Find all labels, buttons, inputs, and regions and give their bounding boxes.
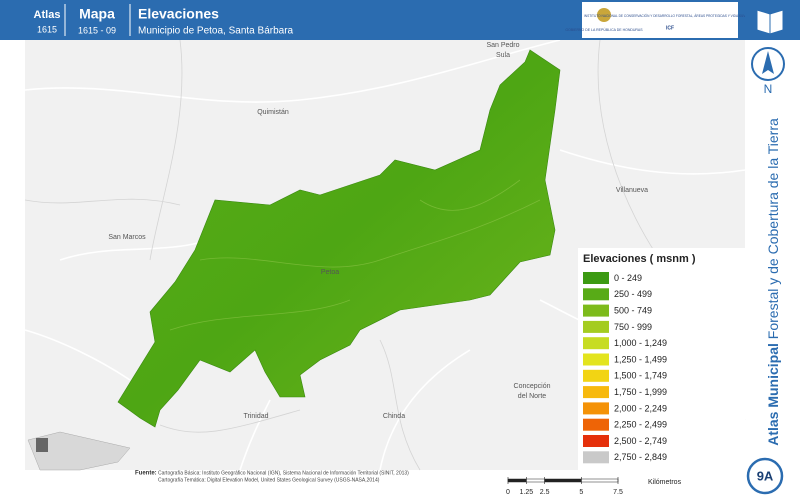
inset-highlight bbox=[36, 438, 48, 452]
place-labels: San Pedro Sula Quimistán Villanueva San Marc… bbox=[108, 42, 648, 420]
place-label: Petoa bbox=[321, 269, 339, 276]
atlas-label: Atlas bbox=[34, 9, 61, 21]
source-label: Fuente: bbox=[135, 471, 157, 477]
icf-acronym: ICF bbox=[666, 25, 674, 31]
legend-swatch bbox=[583, 402, 609, 415]
north-arrow bbox=[762, 51, 774, 74]
legend-label: 2,500 - 2,749 bbox=[614, 436, 667, 446]
sheet-circle bbox=[746, 457, 784, 495]
place-label: San Marcos bbox=[108, 234, 146, 241]
legend-label: 1,500 - 1,749 bbox=[614, 371, 667, 381]
legend-swatch bbox=[583, 288, 609, 301]
atlas-number: 1615 bbox=[37, 24, 57, 34]
scale-tick-label: 5 bbox=[579, 489, 583, 496]
scale-unit: Kilómetros bbox=[648, 479, 682, 486]
legend-label: 250 - 499 bbox=[614, 289, 652, 299]
atlas-title-rest: Forestal y de Cobertura de la Tierra bbox=[765, 118, 781, 343]
inset-map bbox=[27, 431, 131, 471]
legend-label: 2,000 - 2,249 bbox=[614, 403, 667, 413]
municipality bbox=[117, 49, 561, 428]
map-number: 1615 - 09 bbox=[78, 25, 116, 35]
legend-label: 500 - 749 bbox=[614, 305, 652, 315]
north-circle bbox=[751, 47, 785, 81]
scale-segment bbox=[544, 478, 582, 483]
legend-label: 750 - 999 bbox=[614, 322, 652, 332]
book-icon bbox=[756, 9, 784, 35]
scale-tick-label: 1.25 bbox=[520, 489, 534, 496]
legend-swatch bbox=[583, 435, 609, 447]
scale-segment bbox=[526, 478, 545, 483]
legend-label: 2,250 - 2,499 bbox=[614, 420, 667, 430]
coat-of-arms bbox=[597, 8, 611, 22]
legend-swatch bbox=[583, 386, 609, 399]
map-label: Mapa bbox=[79, 6, 115, 22]
legend-label: 0 - 249 bbox=[614, 273, 642, 283]
source: Fuente: Cartografía Básica: Instituto Ge… bbox=[135, 470, 409, 483]
legend-title: Elevaciones ( msnm ) bbox=[583, 253, 696, 265]
legend-swatch bbox=[583, 353, 609, 366]
scale-tick-label: 0 bbox=[506, 489, 510, 496]
icf-text: INSTITUTO NACIONAL DE CONSERVACIÓN Y DES… bbox=[584, 13, 756, 18]
place-label: Concepción del Norte bbox=[514, 383, 551, 400]
scale-tick-label: 7.5 bbox=[613, 489, 623, 496]
legend-swatch bbox=[583, 272, 609, 284]
place-label: Trinidad bbox=[243, 413, 268, 420]
place-label: Villanueva bbox=[616, 187, 648, 194]
legend-label: 1,750 - 1,999 bbox=[614, 387, 667, 397]
legend-swatch bbox=[583, 451, 609, 464]
relief bbox=[169, 179, 541, 331]
place-label: Chinda bbox=[383, 413, 405, 420]
scale-segment bbox=[507, 478, 527, 483]
sheet-number: 9A bbox=[757, 468, 774, 483]
scale-bar: 0 1.25 2.5 5 7.5 Kilómetros bbox=[506, 477, 682, 496]
source-line: Cartografía Básica: Instituto Geográfico… bbox=[158, 470, 409, 476]
map-subtitle: Municipio de Petoa, Santa Bárbara bbox=[138, 26, 294, 37]
source-line: Cartografía Temática: Digital Elevation … bbox=[158, 477, 380, 483]
legend-items: 0 - 249 250 - 499 500 - 749 750 - 999 1,000 … bbox=[583, 272, 667, 464]
atlas-vertical-title: Atlas Municipal Forestal y de Cobertura … bbox=[765, 118, 781, 446]
gov-text: GOBIERNO DE LA REPÚBLICA DE HONDURAS bbox=[565, 28, 643, 32]
legend-swatch bbox=[583, 369, 609, 382]
legend-label: 1,250 - 1,499 bbox=[614, 354, 667, 364]
map-title: Elevaciones bbox=[138, 6, 219, 22]
legend-swatch bbox=[583, 320, 609, 333]
legend-label: 2,750 - 2,849 bbox=[614, 452, 667, 462]
north-label: N bbox=[764, 82, 773, 96]
scale-segment bbox=[581, 478, 619, 483]
legend-swatch bbox=[583, 337, 609, 350]
atlas-title-bold: Atlas Municipal bbox=[765, 343, 781, 446]
scale-tick-label: 2.5 bbox=[540, 489, 550, 496]
place-label: Quimistán bbox=[257, 109, 289, 116]
legend-swatch bbox=[583, 304, 609, 317]
place-label: San Pedro Sula bbox=[486, 42, 519, 59]
legend-swatch bbox=[583, 418, 609, 431]
legend-label: 1,000 - 1,249 bbox=[614, 338, 667, 348]
